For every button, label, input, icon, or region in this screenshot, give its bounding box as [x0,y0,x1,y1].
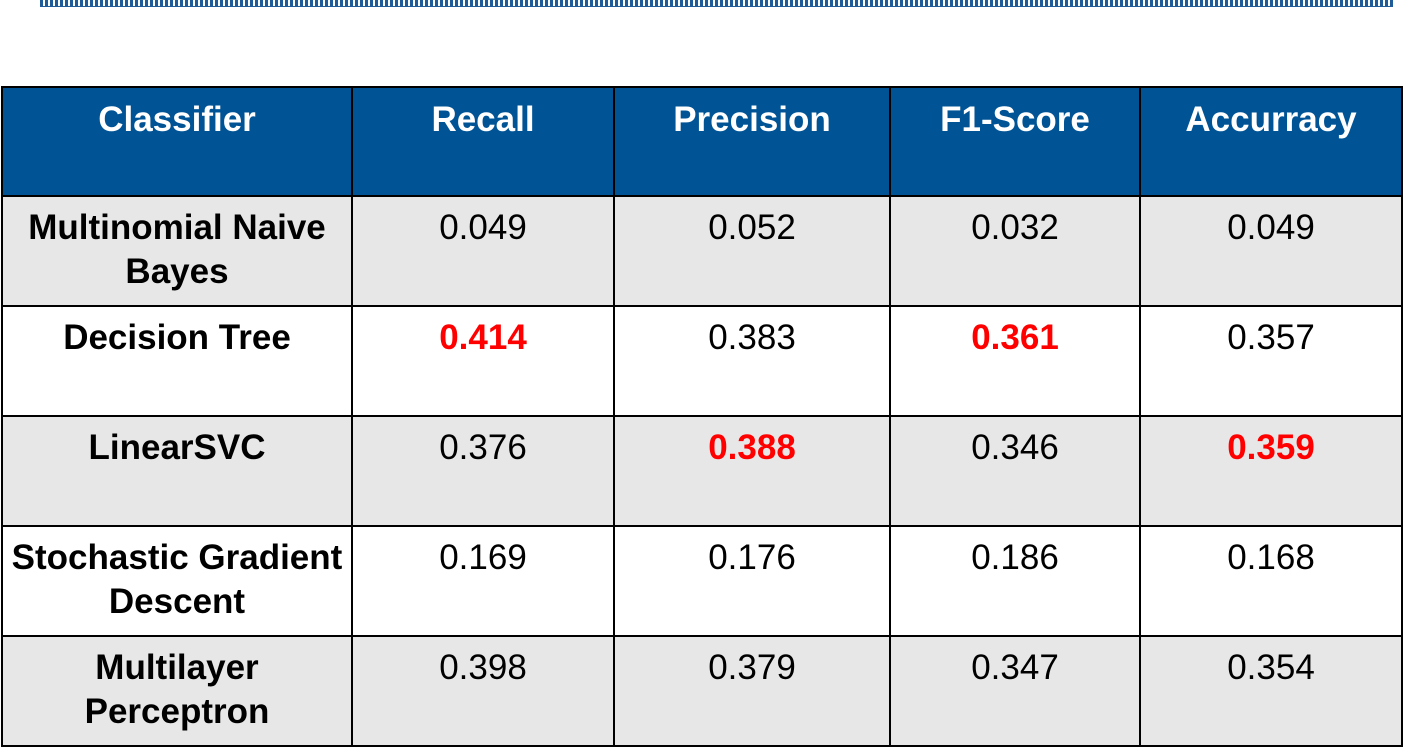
classifier-name: Stochastic Gradient Descent [1,525,353,637]
header-classifier: Classifier [1,86,353,197]
header-recall: Recall [351,86,615,197]
recall-cell: 0.049 [351,195,615,307]
precision-cell: 0.383 [613,305,891,417]
f1-cell: 0.347 [889,635,1141,747]
table-row: Multilayer Perceptron 0.398 0.379 0.347 … [1,635,1403,747]
accuracy-cell: 0.049 [1139,195,1403,307]
classifier-name: Multilayer Perceptron [1,635,353,747]
precision-cell: 0.176 [613,525,891,637]
f1-cell: 0.032 [889,195,1141,307]
table-row: Multinomial Naive Bayes 0.049 0.052 0.03… [1,195,1403,307]
table-row: LinearSVC 0.376 0.388 0.346 0.359 [1,415,1403,527]
classifier-name: LinearSVC [1,415,353,527]
results-table: Classifier Recall Precision F1-Score Acc… [1,86,1403,747]
precision-cell-best: 0.388 [613,415,891,527]
recall-cell: 0.376 [351,415,615,527]
f1-cell: 0.346 [889,415,1141,527]
table-row: Decision Tree 0.414 0.383 0.361 0.357 [1,305,1403,417]
precision-cell: 0.379 [613,635,891,747]
f1-cell-best: 0.361 [889,305,1141,417]
top-decorative-rule [40,0,1393,7]
classifier-name: Decision Tree [1,305,353,417]
precision-cell: 0.052 [613,195,891,307]
header-row: Classifier Recall Precision F1-Score Acc… [1,86,1403,197]
recall-cell: 0.169 [351,525,615,637]
header-accuracy: Accurracy [1139,86,1403,197]
table-row: Stochastic Gradient Descent 0.169 0.176 … [1,525,1403,637]
recall-cell-best: 0.414 [351,305,615,417]
accuracy-cell: 0.354 [1139,635,1403,747]
recall-cell: 0.398 [351,635,615,747]
header-f1-score: F1-Score [889,86,1141,197]
accuracy-cell: 0.168 [1139,525,1403,637]
header-precision: Precision [613,86,891,197]
accuracy-cell: 0.357 [1139,305,1403,417]
classifier-name: Multinomial Naive Bayes [1,195,353,307]
accuracy-cell-best: 0.359 [1139,415,1403,527]
f1-cell: 0.186 [889,525,1141,637]
